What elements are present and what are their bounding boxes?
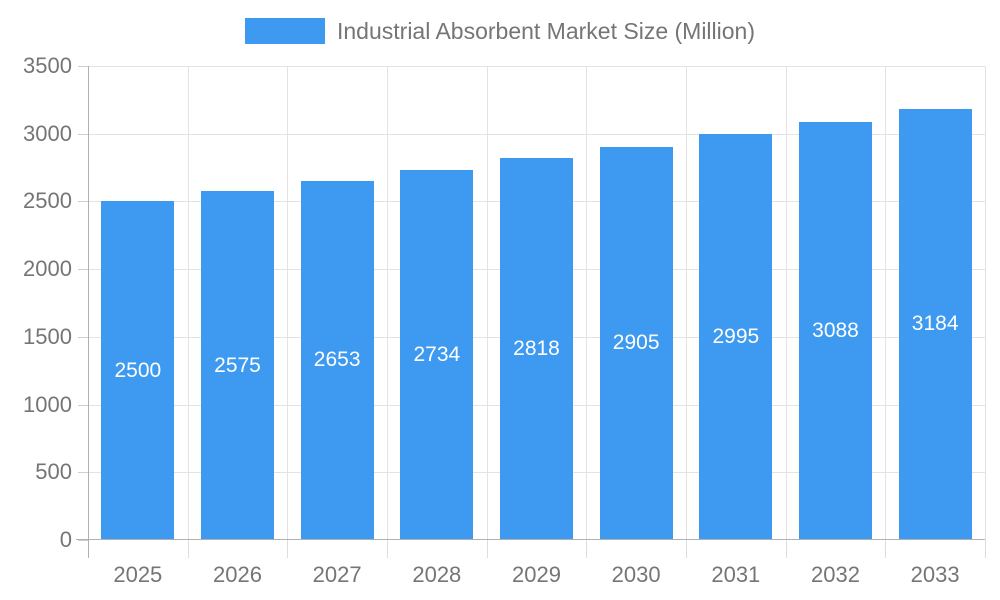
- y-tick-mark: [78, 472, 88, 474]
- x-tick-mark: [187, 540, 189, 558]
- y-tick-mark: [78, 133, 88, 135]
- x-tick-mark: [686, 540, 687, 558]
- x-tick-label: 2030: [611, 562, 661, 587]
- y-tick-label: 1500: [23, 323, 72, 349]
- y-tick-mark: [78, 269, 88, 271]
- x-tick-mark: [486, 540, 488, 558]
- y-tick-label: 2500: [23, 188, 72, 214]
- x-tick-mark: [785, 540, 787, 558]
- v-gridline: [586, 66, 588, 540]
- y-tick-label: 3000: [23, 120, 72, 146]
- bar-value-label: 2734: [413, 342, 461, 366]
- x-tick-label: 2031: [711, 562, 761, 587]
- x-tick-mark: [287, 540, 289, 558]
- y-axis-line: [88, 66, 89, 558]
- bar-value-label: 2575: [214, 353, 261, 377]
- v-gridline: [486, 66, 488, 540]
- x-tick-label: 2026: [213, 562, 262, 587]
- x-axis-line: [76, 539, 985, 540]
- bar-2030[interactable]: 2905: [599, 146, 673, 540]
- x-tick-label: 2033: [910, 562, 960, 587]
- bar-value-label: 2653: [313, 348, 361, 372]
- y-tick-label: 500: [35, 459, 72, 485]
- y-tick-label: 0: [59, 527, 72, 552]
- bar-2027[interactable]: 2653: [300, 180, 374, 540]
- y-tick-mark: [78, 336, 88, 338]
- y-tick-mark: [78, 66, 88, 67]
- legend-label: Industrial Absorbent Market Size (Millio…: [337, 17, 755, 44]
- y-tick-label: 2000: [23, 256, 72, 282]
- y-tick-mark: [78, 201, 88, 203]
- x-tick-mark: [985, 540, 986, 558]
- x-tick-label: 2029: [512, 562, 561, 587]
- x-tick-label: 2027: [312, 562, 362, 587]
- v-gridline: [187, 66, 189, 540]
- v-gridline: [287, 66, 289, 540]
- v-gridline: [785, 66, 787, 540]
- x-tick-mark: [885, 540, 887, 558]
- bar-2032[interactable]: 3088: [799, 121, 872, 540]
- bar-value-label: 3184: [911, 312, 959, 336]
- bar-value-label: 2818: [513, 337, 560, 361]
- y-tick-mark: [78, 404, 88, 406]
- plot-area: 2500 2575 2653 2734 2818 2905 2995 3088 3184 0 50…: [23, 53, 986, 587]
- legend[interactable]: Industrial Absorbent Market Size (Millio…: [0, 14, 1000, 48]
- x-tick-label: 2032: [811, 562, 860, 587]
- bar-2033[interactable]: 3184: [898, 108, 972, 540]
- y-tick-mark: [78, 540, 88, 541]
- x-tick-label: 2025: [113, 562, 163, 587]
- bar-2029[interactable]: 2818: [500, 158, 573, 540]
- v-gridline: [387, 66, 388, 540]
- v-gridline: [885, 66, 887, 540]
- y-tick-label: 1000: [23, 391, 72, 417]
- v-gridline: [985, 66, 986, 540]
- x-tick-mark: [586, 540, 588, 558]
- h-gridline: [88, 133, 985, 135]
- y-tick-label: 3500: [23, 53, 72, 78]
- bar-2026[interactable]: 2575: [201, 191, 274, 540]
- x-tick-mark: [387, 540, 388, 558]
- bar-value-label: 2905: [612, 331, 660, 355]
- bar-value-label: 2995: [712, 325, 760, 349]
- x-tick-label: 2028: [412, 562, 462, 587]
- bar-2025[interactable]: 2500: [101, 201, 175, 540]
- bar-value-label: 2500: [114, 358, 162, 382]
- v-gridline: [686, 66, 687, 540]
- bar-2028[interactable]: 2734: [400, 169, 474, 540]
- bar-2031[interactable]: 2995: [699, 134, 773, 540]
- legend-swatch-icon: [245, 18, 325, 44]
- bar-value-label: 3088: [812, 318, 859, 342]
- h-gridline: [88, 66, 985, 67]
